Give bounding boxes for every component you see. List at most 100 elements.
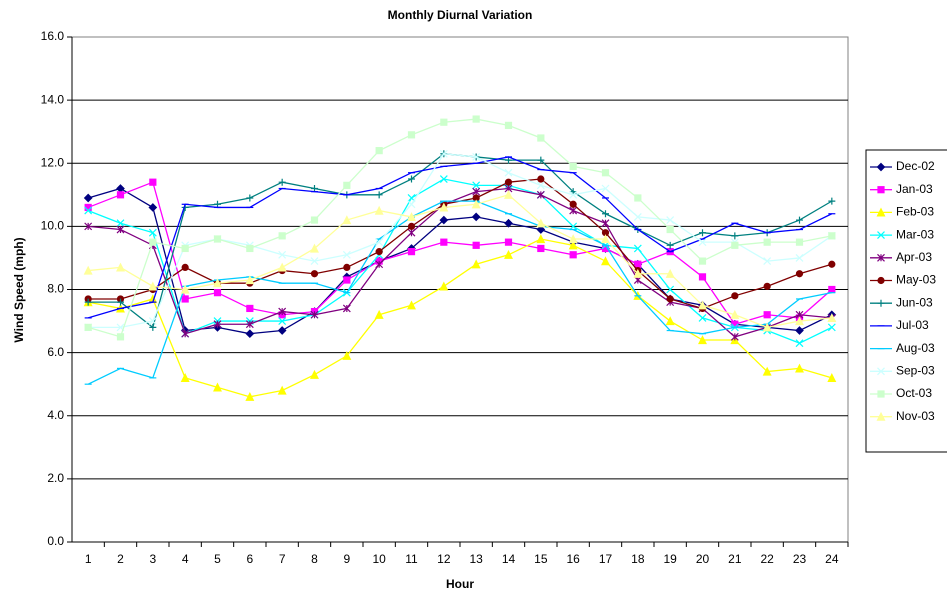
marker xyxy=(149,178,157,186)
marker xyxy=(828,260,836,268)
legend-label: Jul-03 xyxy=(896,318,929,332)
marker xyxy=(407,212,416,222)
marker xyxy=(666,295,674,303)
marker xyxy=(666,225,674,234)
x-tick-label: 22 xyxy=(760,552,774,566)
marker xyxy=(472,181,481,190)
marker xyxy=(795,254,804,262)
x-tick-label: 10 xyxy=(372,552,386,566)
marker xyxy=(666,285,675,294)
legend-label: Aug-03 xyxy=(896,341,935,355)
marker xyxy=(536,234,546,244)
marker xyxy=(763,311,771,319)
marker xyxy=(763,257,772,266)
marker xyxy=(877,299,885,307)
marker xyxy=(795,316,804,326)
marker xyxy=(310,216,319,224)
marker xyxy=(666,216,675,224)
marker xyxy=(504,121,513,129)
marker xyxy=(374,205,384,215)
marker xyxy=(343,181,351,189)
x-tick-label: 6 xyxy=(246,552,253,566)
marker xyxy=(213,320,222,329)
marker xyxy=(148,317,157,325)
marker xyxy=(116,333,125,341)
legend-label: May-03 xyxy=(896,273,936,287)
series-line xyxy=(88,238,833,398)
x-tick-label: 15 xyxy=(534,552,548,566)
marker xyxy=(342,250,351,259)
marker xyxy=(342,304,351,313)
series-line xyxy=(87,181,833,325)
marker xyxy=(148,228,157,237)
x-axis-label: Hour xyxy=(446,577,474,591)
marker xyxy=(601,184,610,193)
marker xyxy=(537,134,545,142)
marker xyxy=(536,218,546,228)
marker xyxy=(698,300,707,310)
marker xyxy=(84,298,92,306)
marker xyxy=(472,187,481,196)
marker xyxy=(148,203,158,212)
marker xyxy=(439,175,448,183)
marker xyxy=(504,178,513,186)
marker xyxy=(633,212,642,221)
marker xyxy=(471,212,481,222)
marker xyxy=(536,181,545,190)
marker xyxy=(84,222,93,231)
x-tick-label: 17 xyxy=(599,552,613,566)
y-axis-label: Wind Speed (mph) xyxy=(12,237,26,342)
x-tick-label: 12 xyxy=(437,552,451,566)
marker xyxy=(471,259,481,269)
marker xyxy=(698,238,707,247)
marker xyxy=(310,369,319,379)
marker xyxy=(602,210,609,218)
x-tick-label: 16 xyxy=(566,552,580,566)
marker xyxy=(827,323,836,332)
marker xyxy=(504,168,513,177)
marker xyxy=(375,260,384,269)
marker xyxy=(408,175,415,183)
marker xyxy=(601,256,610,266)
marker xyxy=(634,194,642,202)
x-tick-label: 5 xyxy=(214,552,221,566)
marker xyxy=(828,232,836,240)
marker xyxy=(877,390,885,398)
marker xyxy=(731,292,739,300)
x-tick-label: 24 xyxy=(825,552,839,566)
marker xyxy=(148,281,158,291)
marker xyxy=(213,235,222,243)
x-tick-label: 1 xyxy=(85,552,92,566)
y-tick-label: 0.0 xyxy=(47,534,64,548)
marker xyxy=(181,295,189,303)
marker xyxy=(214,200,221,208)
marker xyxy=(795,339,804,348)
series-line xyxy=(87,187,833,335)
marker xyxy=(762,366,772,376)
y-tick-label: 12.0 xyxy=(41,155,65,169)
marker xyxy=(343,276,351,284)
marker xyxy=(311,185,318,192)
marker xyxy=(569,206,578,215)
marker xyxy=(634,260,642,268)
marker xyxy=(665,268,675,278)
y-tick-label: 8.0 xyxy=(47,282,64,296)
marker xyxy=(876,411,886,421)
marker xyxy=(375,248,383,256)
marker xyxy=(537,175,545,183)
marker xyxy=(116,262,125,272)
x-tick-label: 21 xyxy=(728,552,742,566)
marker xyxy=(310,270,319,278)
series-line xyxy=(87,200,832,385)
series-line xyxy=(87,178,833,344)
marker xyxy=(439,149,448,158)
marker xyxy=(763,238,771,246)
marker xyxy=(439,281,449,291)
marker xyxy=(213,289,222,297)
marker xyxy=(876,207,886,217)
marker xyxy=(310,257,319,266)
marker xyxy=(277,326,287,335)
marker xyxy=(440,238,448,246)
